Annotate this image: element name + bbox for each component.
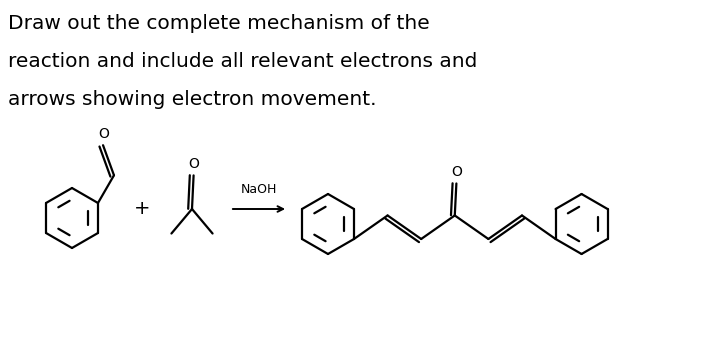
Text: Draw out the complete mechanism of the: Draw out the complete mechanism of the xyxy=(8,14,430,33)
Text: O: O xyxy=(188,157,199,171)
Text: arrows showing electron movement.: arrows showing electron movement. xyxy=(8,90,377,109)
Text: +: + xyxy=(134,200,150,218)
Text: O: O xyxy=(451,165,462,179)
Text: O: O xyxy=(99,127,109,141)
Text: NaOH: NaOH xyxy=(240,183,277,196)
Text: reaction and include all relevant electrons and: reaction and include all relevant electr… xyxy=(8,52,477,71)
